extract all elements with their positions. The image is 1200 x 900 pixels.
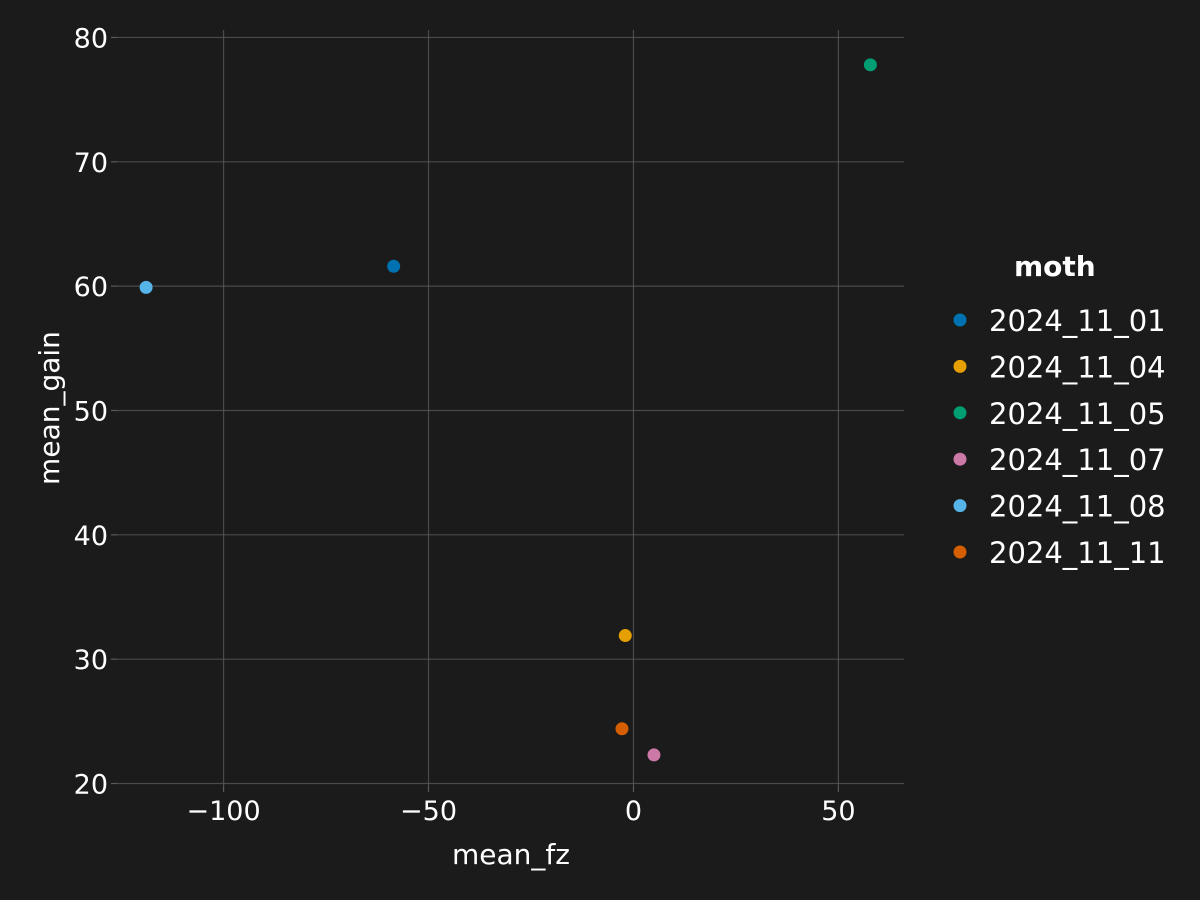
legend: moth 2024_11_012024_11_042024_11_052024_…: [953, 250, 1166, 570]
y-tick-label: 50: [74, 396, 108, 427]
legend-label: 2024_11_04: [989, 350, 1166, 384]
y-tick-label: 60: [74, 272, 108, 303]
legend-marker: [953, 499, 967, 513]
x-tick-label: 0: [625, 796, 642, 827]
x-tick-label: −100: [186, 796, 260, 827]
data-point: [647, 748, 661, 762]
legend-label: 2024_11_11: [989, 536, 1166, 570]
data-point: [615, 722, 629, 736]
x-axis-title: mean_fz: [452, 838, 570, 871]
legend-label: 2024_11_07: [989, 443, 1166, 477]
legend-label: 2024_11_08: [989, 490, 1166, 524]
x-tick-label: −50: [400, 796, 457, 827]
grid: [117, 30, 904, 786]
legend-label: 2024_11_05: [989, 397, 1166, 431]
y-tick-label: 20: [74, 770, 108, 801]
legend-marker: [953, 545, 967, 559]
legend-label: 2024_11_01: [989, 304, 1166, 338]
data-point: [139, 280, 153, 294]
axis-ticks: −100 −50 0 50 20 30 40 50 60 70 80: [74, 23, 856, 827]
data-point: [863, 58, 877, 72]
data-point: [618, 629, 632, 643]
data-points: [139, 58, 877, 762]
y-tick-label: 80: [74, 23, 108, 54]
legend-marker: [953, 406, 967, 420]
legend-title: moth: [1014, 250, 1096, 283]
x-tick-label: 50: [821, 796, 855, 827]
legend-marker: [953, 359, 967, 373]
y-axis-title: mean_gain: [33, 331, 66, 485]
y-tick-label: 30: [74, 645, 108, 676]
data-point: [387, 259, 401, 273]
y-tick-label: 40: [74, 521, 108, 552]
legend-marker: [953, 452, 967, 466]
legend-marker: [953, 313, 967, 327]
legend-items: 2024_11_01 2024_11_04 2024_11_05 2024_11_07…: [953, 304, 1166, 570]
y-tick-label: 70: [74, 148, 108, 179]
